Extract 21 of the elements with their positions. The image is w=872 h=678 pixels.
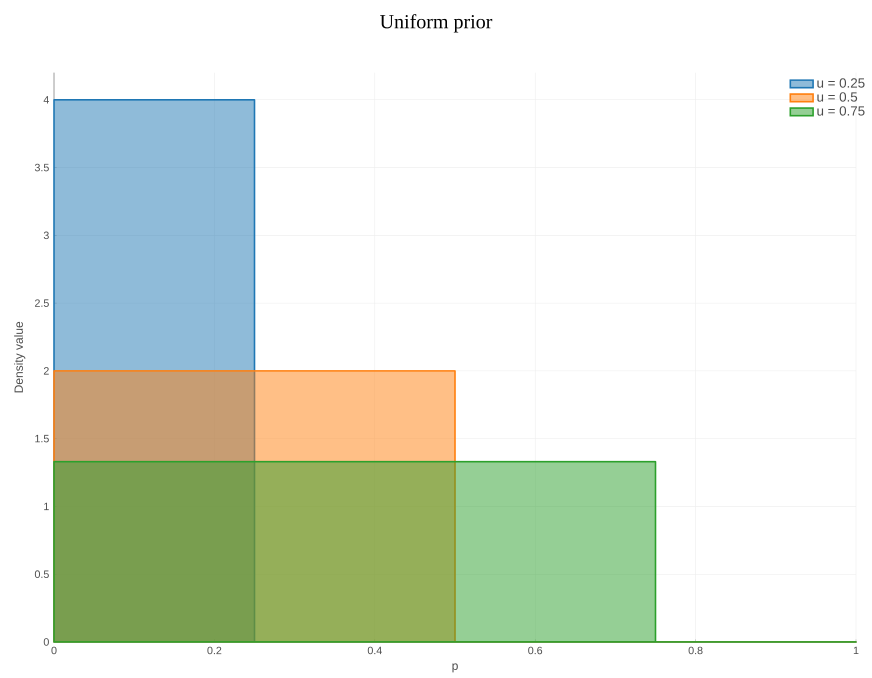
y-tick-label: 3 <box>44 232 49 240</box>
y-axis-title: Density value <box>14 322 26 392</box>
legend-label: u = 0.5 <box>817 92 858 102</box>
x-tick-label: 0.2 <box>207 646 222 654</box>
y-tick-label: 1 <box>44 502 49 510</box>
legend-label: u = 0.75 <box>817 106 865 116</box>
y-tick-label: 0.5 <box>34 570 49 578</box>
x-tick-label: 0.6 <box>528 646 542 654</box>
x-tick-label: 0.8 <box>688 646 703 654</box>
x-tick-label: 0.4 <box>368 646 382 654</box>
y-tick-label: 4 <box>44 96 49 104</box>
x-tick-label: 1 <box>854 646 858 654</box>
y-tick-label: 0 <box>44 638 49 646</box>
y-tick-label: 2.5 <box>35 299 49 307</box>
x-tick-label: 0 <box>51 646 57 654</box>
x-axis-title: p <box>452 663 458 672</box>
y-tick-label: 2 <box>44 367 49 375</box>
legend-label: u = 0.25 <box>817 78 865 88</box>
y-tick-label: 1.5 <box>35 434 49 442</box>
chart-title: Uniform prior <box>380 14 492 32</box>
y-tick-label: 3.5 <box>34 164 49 172</box>
